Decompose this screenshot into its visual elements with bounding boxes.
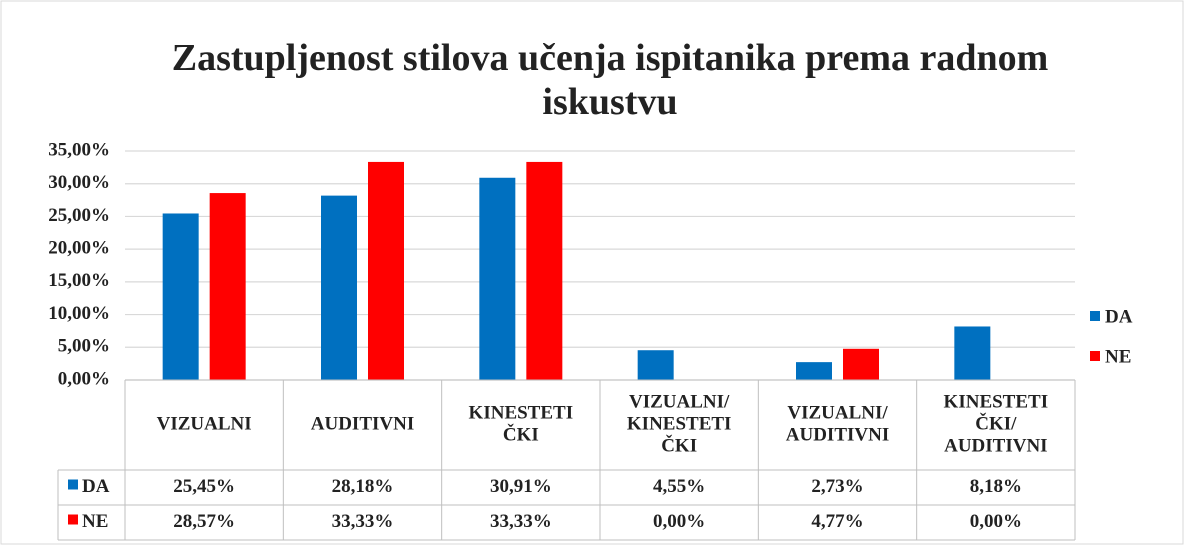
bar	[526, 161, 563, 380]
table-value: 33,33%	[490, 511, 552, 532]
bar	[796, 362, 832, 380]
table-value: 8,18%	[970, 476, 1022, 497]
y-tick-label: 20,00%	[48, 238, 110, 259]
bar	[162, 213, 199, 380]
x-tick-label: AUDITIVNI	[786, 424, 889, 445]
legend-key	[1090, 311, 1100, 321]
legend-label: NE	[1105, 346, 1131, 367]
x-tick-label: ČKI/	[975, 412, 1017, 434]
table-value: 30,91%	[490, 476, 552, 497]
bar	[954, 326, 991, 380]
x-tick-label: AUDITIVNI	[944, 435, 1047, 456]
x-tick-label: KINESTETI	[627, 413, 732, 434]
legend-label: DA	[1105, 306, 1133, 327]
y-tick-label: 30,00%	[48, 172, 110, 193]
x-tick-label: ČKI	[503, 423, 539, 445]
legend-key	[1090, 351, 1100, 361]
y-tick-label: 25,00%	[48, 205, 110, 226]
bar	[637, 350, 674, 380]
table-series-name: NE	[82, 511, 108, 532]
y-tick-label: 0,00%	[58, 368, 110, 389]
x-tick-label: KINESTETI	[944, 391, 1049, 412]
y-tick-label: 5,00%	[58, 336, 110, 357]
bar	[843, 348, 879, 380]
y-tick-label: 10,00%	[48, 303, 110, 324]
table-series-name: DA	[82, 476, 110, 497]
y-tick-label: 35,00%	[48, 139, 110, 160]
table-legend-key	[68, 479, 78, 490]
table-value: 25,45%	[173, 476, 235, 497]
table-value: 33,33%	[332, 511, 394, 532]
table-legend-key	[68, 514, 78, 525]
bar	[209, 193, 246, 380]
x-tick-label: VIZUALNI/	[787, 402, 888, 423]
x-tick-label: ČKI	[661, 434, 697, 456]
x-tick-label: VIZUALNI	[157, 413, 252, 434]
table-value: 0,00%	[653, 511, 705, 532]
table-value: 2,73%	[811, 476, 863, 497]
table-value: 0,00%	[970, 511, 1022, 532]
x-tick-label: VIZUALNI/	[629, 391, 730, 412]
x-tick-label: KINESTETI	[469, 402, 574, 423]
chart-title: Zastupljenost stilova učenja ispitanika …	[171, 37, 1049, 123]
table-value: 4,77%	[811, 511, 863, 532]
bar	[321, 195, 357, 380]
bar	[479, 177, 516, 380]
table-value: 28,57%	[173, 511, 235, 532]
x-tick-label: AUDITIVNI	[311, 413, 414, 434]
table-value: 4,55%	[653, 476, 705, 497]
bar	[368, 161, 404, 380]
table-value: 28,18%	[332, 476, 394, 497]
y-tick-label: 15,00%	[48, 270, 110, 291]
